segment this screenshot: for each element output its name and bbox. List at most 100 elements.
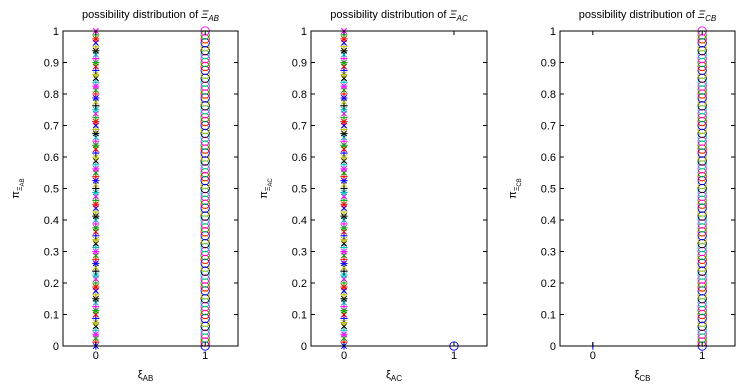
data-point	[92, 267, 100, 275]
data-point	[92, 247, 100, 256]
data-point	[200, 325, 210, 335]
data-point	[200, 93, 210, 103]
data-point	[200, 140, 210, 150]
data-point	[697, 207, 707, 217]
y-tick-label: 1	[550, 26, 556, 38]
data-point	[92, 212, 100, 220]
data-point	[340, 161, 348, 169]
data-point	[200, 73, 210, 83]
data-point	[340, 200, 348, 208]
data-point	[92, 200, 100, 208]
data-point	[340, 259, 348, 267]
data-point	[92, 54, 100, 63]
data-point	[697, 61, 707, 72]
data-point	[92, 208, 100, 216]
data-point	[697, 109, 707, 119]
data-point	[697, 89, 707, 99]
data-point	[92, 102, 100, 110]
data-point	[200, 179, 210, 190]
data-point	[200, 164, 210, 174]
data-point	[697, 132, 707, 142]
y-tick-label: 0.3	[44, 247, 59, 259]
data-point	[200, 278, 210, 288]
data-point	[340, 129, 348, 137]
data-point	[92, 243, 100, 252]
data-point	[697, 120, 707, 131]
data-point	[92, 291, 100, 299]
data-point	[340, 283, 348, 291]
y-tick-label: 0.5	[44, 184, 59, 196]
data-point	[697, 140, 707, 150]
data-point	[92, 35, 100, 43]
data-point	[200, 124, 210, 135]
data-point	[200, 112, 210, 123]
data-point	[92, 236, 100, 244]
data-point	[340, 94, 348, 102]
data-point	[340, 188, 348, 197]
data-point	[200, 227, 210, 237]
data-point	[340, 291, 348, 299]
data-point	[697, 160, 707, 170]
axes-box	[62, 30, 239, 347]
data-markers	[340, 27, 459, 351]
data-point	[200, 152, 210, 162]
data-point	[200, 195, 210, 205]
data-point	[200, 128, 210, 139]
data-point	[697, 278, 707, 288]
data-point	[340, 173, 348, 181]
data-point	[200, 317, 210, 328]
data-point	[697, 73, 707, 83]
data-point	[697, 211, 707, 221]
data-point	[200, 250, 210, 261]
data-point	[200, 101, 210, 111]
data-point	[92, 196, 100, 204]
data-point	[697, 227, 707, 237]
data-point	[200, 172, 210, 182]
data-point	[200, 270, 210, 280]
chart-title: possibility distribution of ΞAB	[82, 9, 220, 23]
data-point	[340, 66, 348, 74]
data-point	[200, 274, 210, 284]
axes-box	[310, 30, 488, 347]
data-point	[340, 247, 348, 256]
data-point	[200, 120, 210, 131]
data-point	[697, 116, 707, 127]
data-point	[200, 207, 210, 217]
data-point	[340, 114, 348, 122]
y-tick-label: 0.1	[541, 310, 556, 322]
data-point	[200, 294, 210, 304]
data-point	[340, 224, 348, 232]
data-point	[697, 235, 707, 245]
y-axis-label: πΞCB	[507, 178, 523, 199]
y-tick-label: 1	[301, 26, 307, 38]
data-point	[200, 305, 210, 316]
data-point	[697, 112, 707, 123]
data-point	[92, 106, 100, 114]
data-point	[697, 238, 707, 249]
data-point	[340, 117, 348, 126]
data-point	[697, 105, 707, 115]
data-point	[697, 187, 707, 198]
data-point	[697, 203, 707, 213]
data-point	[200, 53, 210, 64]
data-point	[697, 223, 707, 233]
data-point	[200, 183, 210, 194]
y-tick-label: 0.8	[541, 89, 556, 101]
data-point	[340, 243, 348, 252]
y-axis-label: πΞAC	[258, 178, 274, 199]
data-point	[200, 89, 210, 99]
data-point	[200, 286, 210, 296]
data-point	[92, 129, 100, 137]
data-point	[200, 97, 210, 107]
data-markers	[92, 26, 210, 351]
y-tick-label: 0.4	[541, 215, 556, 227]
data-point	[340, 326, 348, 334]
y-tick-label: 0	[301, 341, 307, 353]
data-point	[340, 153, 348, 161]
y-axis-label: πΞAB	[10, 178, 26, 198]
data-point	[697, 175, 707, 186]
data-point	[92, 149, 100, 157]
data-point	[200, 38, 210, 48]
data-point	[697, 101, 707, 111]
